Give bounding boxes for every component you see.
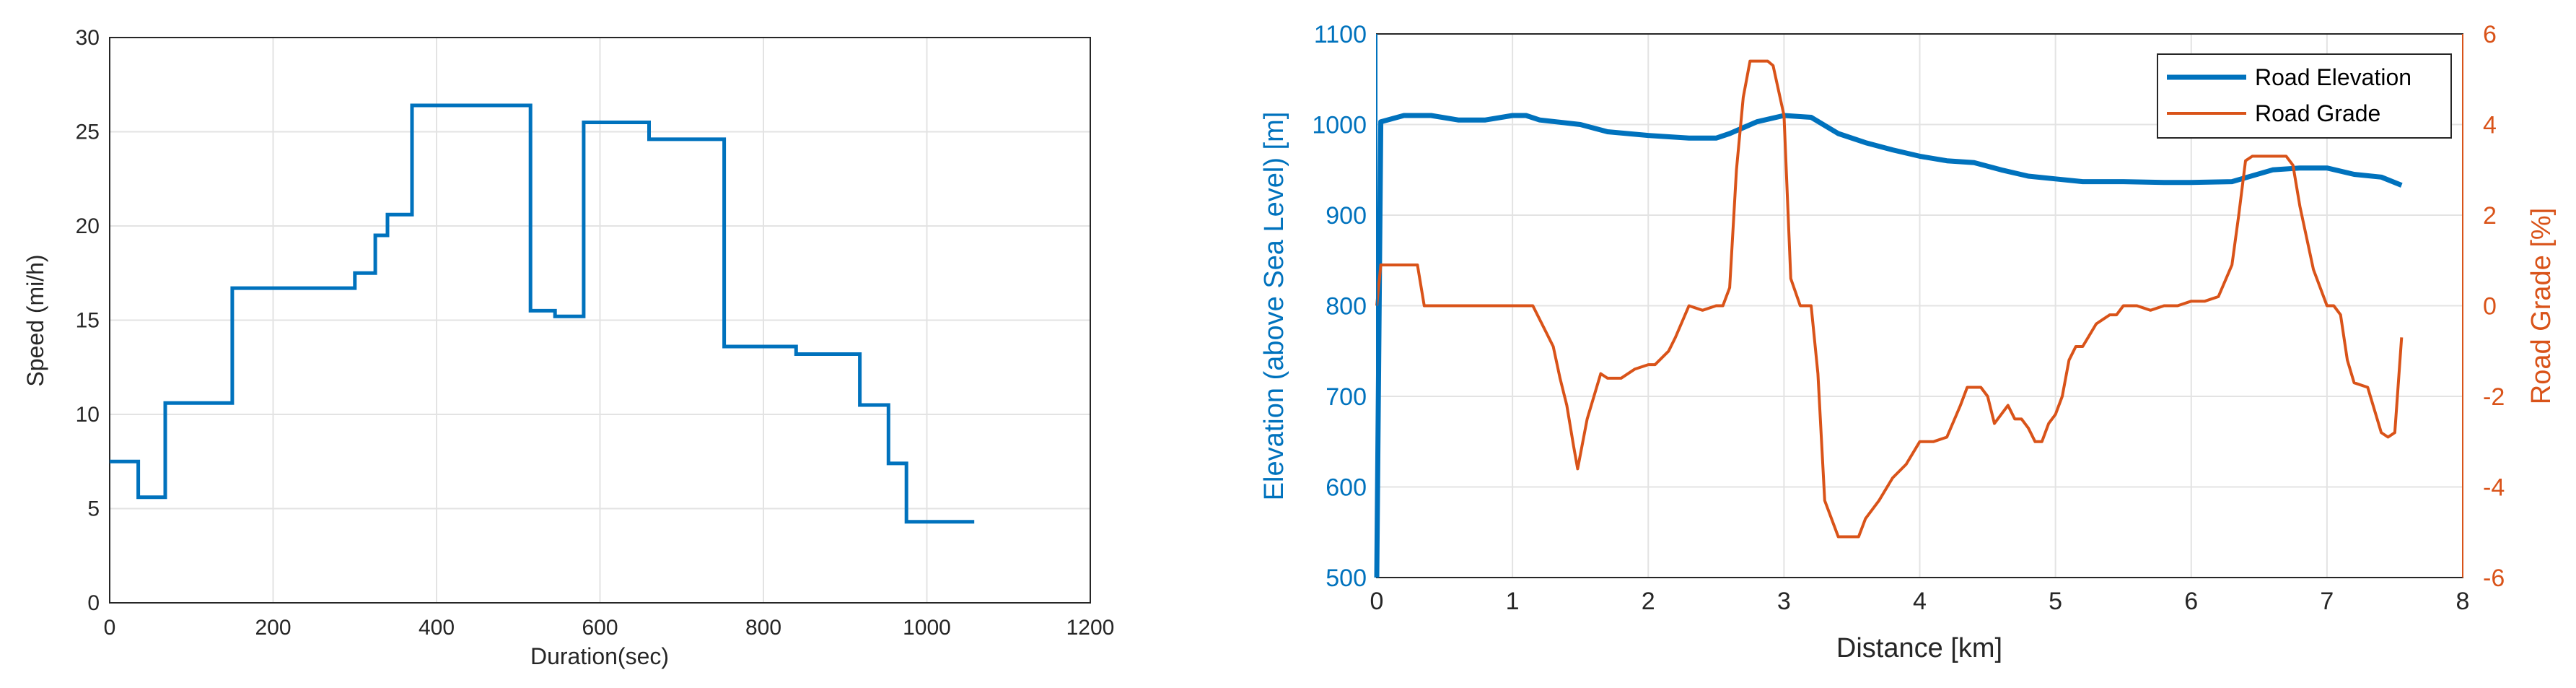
elevation-chart-x-tick-label: 1 — [1506, 588, 1520, 615]
elevation-chart-right-y-ticks: -6 -4 -2 0 2 4 6 — [2483, 21, 2505, 592]
road-elevation-series-line — [1374, 113, 2403, 578]
elevation-chart-left-y-tick-label: 600 — [1326, 474, 1367, 502]
speed-chart-x-axis-label: Duration(sec) — [530, 643, 669, 669]
speed-chart-y-ticks: 0 5 10 15 20 25 30 — [76, 26, 100, 615]
elevation-chart-left-y-tick-label: 1100 — [1314, 21, 1367, 48]
elevation-chart-left-y-tick-label: 1000 — [1312, 112, 1367, 139]
speed-chart-y-tick-label: 0 — [87, 591, 100, 615]
speed-chart-x-tick-label: 800 — [745, 616, 781, 640]
elevation-chart-x-tick-label: 3 — [1777, 588, 1791, 615]
speed-chart-series — [110, 103, 975, 524]
elevation-chart-right-y-axis-label: Road Grade [%] — [2526, 208, 2557, 404]
speed-chart-x-tick-label: 1000 — [903, 616, 951, 640]
elevation-chart-right-y-tick-label: 4 — [2483, 112, 2497, 139]
speed-chart: 0 200 400 600 800 1000 1200 0 5 10 15 20 25 30 Durat… — [22, 26, 1114, 669]
elevation-chart-x-tick-label: 0 — [1370, 588, 1384, 615]
elevation-chart-x-tick-label: 5 — [2049, 588, 2062, 615]
elevation-chart-left-y-tick-label: 900 — [1326, 202, 1367, 230]
elevation-chart-legend: Road Elevation Road Grade — [2157, 53, 2452, 139]
elevation-chart-right-y-tick-label: -6 — [2483, 565, 2505, 592]
speed-chart-y-tick-label: 5 — [87, 497, 100, 521]
speed-chart-y-tick-label: 25 — [76, 121, 100, 144]
elevation-chart-x-tick-label: 4 — [1913, 588, 1927, 615]
legend-label-road-grade: Road Grade — [2255, 100, 2380, 126]
elevation-chart-x-ticks: 0 1 2 3 4 5 6 7 8 — [1370, 588, 2470, 615]
speed-chart-x-ticks: 0 200 400 600 800 1000 1200 — [104, 616, 1115, 640]
elevation-chart-series — [1374, 59, 2404, 578]
elevation-chart-right-y-tick-label: 0 — [2483, 293, 2497, 321]
speed-chart-x-tick-label: 0 — [104, 616, 116, 640]
elevation-chart-left-y-ticks: 500 600 700 800 900 1000 1100 — [1312, 21, 1367, 592]
elevation-chart-left-y-axis-label: Elevation (above Sea Level) [m] — [1259, 112, 1289, 501]
elevation-chart-x-tick-label: 2 — [1642, 588, 1655, 615]
speed-chart-x-tick-label: 400 — [419, 616, 455, 640]
elevation-chart-x-tick-label: 6 — [2184, 588, 2198, 615]
legend-label-road-elevation: Road Elevation — [2255, 64, 2411, 90]
speed-chart-y-tick-label: 30 — [76, 26, 100, 50]
speed-chart-x-tick-label: 1200 — [1066, 616, 1115, 640]
elevation-chart-right-y-tick-label: -2 — [2483, 383, 2505, 411]
elevation-grade-chart: 0 1 2 3 4 5 6 7 8 500 600 700 800 900 1000 1100 -6 -4 -2… — [1259, 21, 2557, 663]
speed-chart-y-axis-label: Speed (mi/h) — [22, 254, 48, 386]
elevation-chart-left-y-tick-label: 500 — [1326, 565, 1367, 592]
elevation-chart-right-y-tick-label: 6 — [2483, 21, 2497, 48]
road-grade-series-line — [1375, 59, 2404, 539]
speed-chart-y-tick-label: 10 — [76, 403, 100, 427]
speed-chart-x-tick-label: 600 — [582, 616, 618, 640]
elevation-chart-x-tick-label: 8 — [2456, 588, 2470, 615]
elevation-chart-left-y-tick-label: 800 — [1326, 293, 1367, 321]
speed-chart-y-tick-label: 20 — [76, 214, 100, 238]
elevation-chart-right-y-tick-label: 2 — [2483, 202, 2497, 230]
legend-box — [2157, 53, 2452, 139]
elevation-chart-left-y-tick-label: 700 — [1326, 383, 1367, 411]
speed-series-line — [110, 103, 975, 524]
elevation-chart-x-tick-label: 7 — [2320, 588, 2334, 615]
speed-chart-plot-frame — [109, 37, 1091, 604]
speed-chart-y-tick-label: 15 — [76, 309, 100, 333]
elevation-chart-right-y-tick-label: -4 — [2483, 474, 2505, 502]
speed-chart-x-tick-label: 200 — [255, 616, 291, 640]
elevation-chart-x-axis-label: Distance [km] — [1836, 633, 2002, 663]
